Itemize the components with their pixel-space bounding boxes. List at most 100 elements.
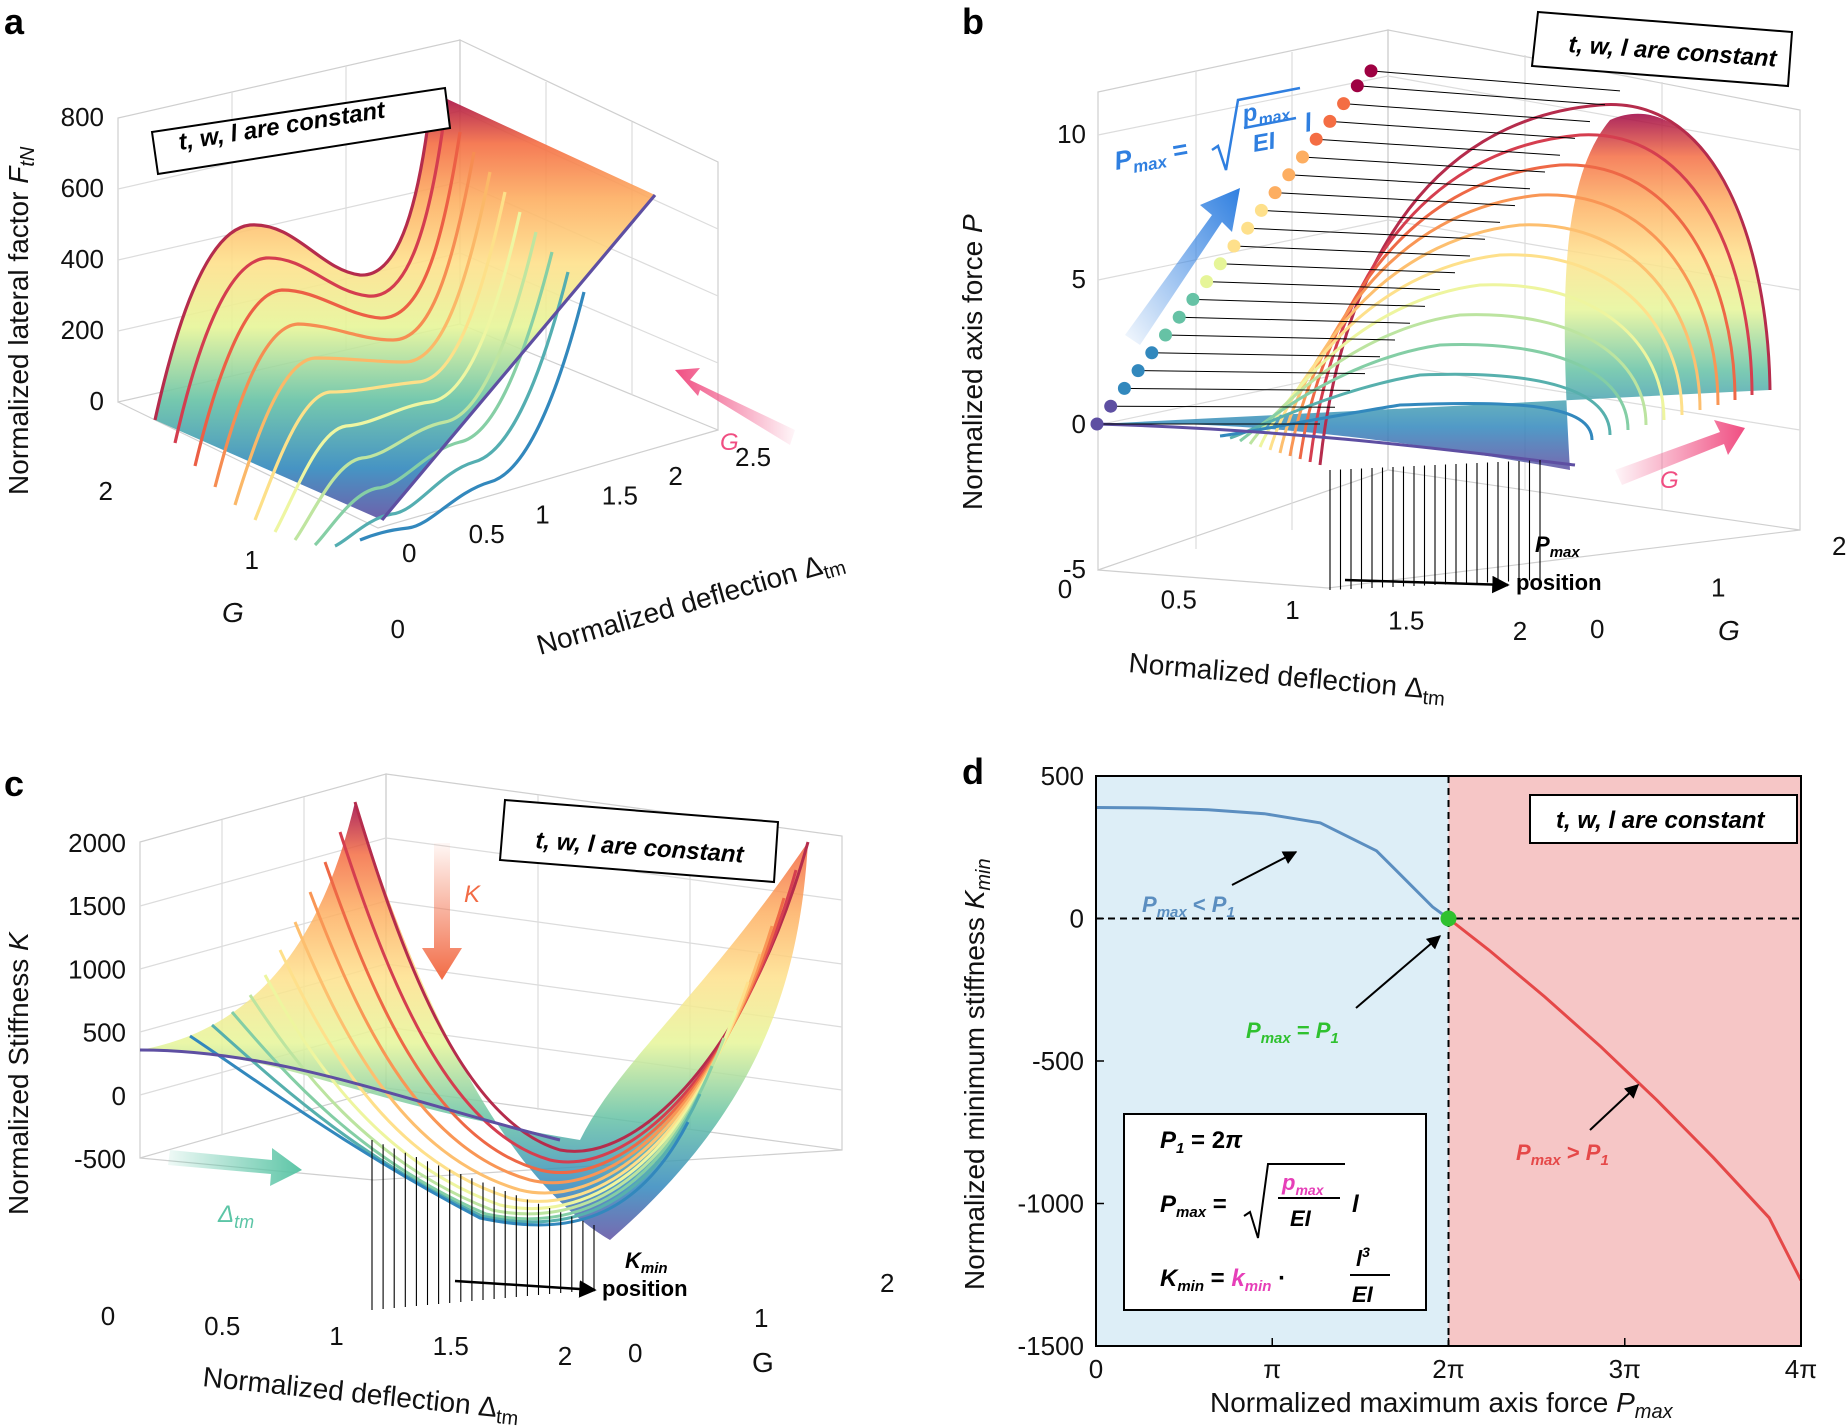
pmax-position-b: Pmax position: [1344, 532, 1602, 595]
c-z-tick: 1000: [68, 954, 126, 984]
a-y-tick: 1: [245, 545, 259, 575]
legend-line1: P1 = 2π: [1160, 1127, 1243, 1157]
a-z-tick: 400: [61, 244, 104, 274]
b-x-ticks: 0 0.5 1 1.5 2: [1058, 574, 1527, 646]
b-pmax-point: [1337, 97, 1351, 111]
b-pmax-line: [1275, 192, 1516, 207]
c-x-tick: 1: [329, 1321, 343, 1351]
d-x-tick: 2π: [1432, 1354, 1464, 1384]
b-pmax-line: [1233, 245, 1471, 257]
d-legend-box: P1 = 2π Pmax = pmax EI l Kmin = kmin · l…: [1123, 1113, 1427, 1311]
d-y-tick: 0: [1070, 904, 1084, 934]
c-x-tick: 2: [558, 1341, 572, 1371]
b-pmax-line: [1151, 352, 1381, 358]
d-y-tick: 500: [1041, 761, 1084, 791]
surface-b: [1090, 64, 1772, 590]
a-x-tick: 2: [668, 461, 682, 491]
c-z-axis-label: Normalized Stiffness K: [3, 931, 34, 1215]
c-z-tick: 1500: [68, 891, 126, 921]
c-y-ticks: 0 1 2: [628, 1268, 894, 1368]
pmax-formula-b: Pmax = pmax EI l: [1112, 86, 1315, 180]
a-z-ticks: 0 200 400 600 800: [61, 102, 104, 416]
pmax-position-text: position: [1516, 570, 1602, 595]
kmin-position-text: position: [602, 1276, 688, 1301]
b-pmax-line: [1192, 298, 1426, 307]
constant-box-c: t, w, l are constant: [498, 798, 780, 884]
b-y-axis-label: G: [1718, 615, 1740, 646]
a-z-tick: 0: [90, 386, 104, 416]
b-z-ticks: -5 0 5 10: [1057, 119, 1086, 584]
a-x-tick: 1: [535, 500, 549, 530]
c-z-tick: 0: [112, 1081, 126, 1111]
b-pmax-point: [1296, 150, 1309, 164]
b-pmax-point: [1131, 364, 1145, 378]
b-pmax-line: [1370, 70, 1621, 92]
svg-text:Pmax > P1: Pmax > P1: [1516, 1140, 1609, 1169]
c-z-tick: 500: [83, 1018, 126, 1048]
surface-c: [139, 801, 810, 1310]
b-pmax-point: [1282, 168, 1296, 182]
c-x-tick: 0.5: [204, 1311, 240, 1341]
b-pmax-line: [1316, 138, 1561, 156]
b-pmax-point: [1268, 186, 1282, 200]
b-pmax-point: [1145, 346, 1159, 360]
b-pmax-point: [1159, 328, 1172, 342]
b-z-tick: 0: [1072, 409, 1086, 439]
legend-line2-den: EI: [1290, 1206, 1312, 1231]
a-z-axis-label: Normalized lateral factor FtN: [3, 146, 39, 495]
b-z-tick: 10: [1057, 119, 1086, 149]
c-x-ticks: 0 0.5 1 1.5 2: [101, 1301, 572, 1371]
pmax-formula-den: EI: [1250, 127, 1278, 158]
b-pmax-point: [1213, 257, 1227, 271]
c-x-tick: 1.5: [433, 1331, 469, 1361]
a-z-label-base: Normalized lateral factor: [3, 184, 34, 495]
c-y-tick: 2: [880, 1268, 894, 1298]
d-unstable-region: [1448, 776, 1801, 1346]
b-pmax-line: [1343, 103, 1591, 123]
b-pmax-line: [1357, 85, 1606, 106]
svg-text:Pmax = P1: Pmax = P1: [1246, 1018, 1339, 1047]
b-pmax-line: [1110, 405, 1336, 408]
a-z-label-sub: tN: [17, 146, 39, 167]
d-y-tick: -1000: [1018, 1189, 1085, 1219]
constant-box-b: t, w, l are constant: [1530, 10, 1794, 88]
g-arrow-a: G: [675, 368, 795, 456]
d-y-axis-label: Normalized minimum stiffness Kmin: [959, 858, 995, 1290]
panel-d: d 0 π 2π 3π 4π 500 0 -500 -1000 -1500 t, w, l are…: [959, 751, 1817, 1423]
b-pmax-point: [1117, 381, 1131, 395]
a-x-tick: 1.5: [602, 480, 638, 510]
d-zero-point: [1440, 910, 1457, 927]
g-arrow-b-label: G: [1660, 467, 1679, 494]
g-arrow-b: G: [1615, 420, 1745, 494]
d-ticks: 0 π 2π 3π 4π 500 0 -500 -1000 -1500: [1018, 761, 1818, 1384]
b-pmax-line: [1220, 263, 1456, 274]
legend-line3-den: EI: [1352, 1282, 1374, 1307]
a-z-label-sym: F: [3, 165, 34, 184]
b-pmax-line: [1138, 370, 1366, 375]
b-pmax-point: [1104, 399, 1118, 413]
b-y-ticks: 0 1 2: [1590, 531, 1846, 644]
b-pmax-point: [1090, 417, 1104, 431]
a-z-tick: 600: [61, 173, 104, 203]
d-x-tick: 0: [1089, 1354, 1103, 1384]
b-pmax-point: [1200, 275, 1214, 289]
b-z-axis-label: Normalized axis force P: [957, 214, 988, 510]
b-pmax-point: [1186, 292, 1200, 306]
panel-label-b: b: [962, 1, 984, 42]
b-pmax-line: [1288, 174, 1531, 190]
d-frame: [1095, 775, 1802, 1347]
panel-label-c: c: [4, 763, 24, 804]
b-z-tick: -5: [1063, 554, 1086, 584]
b-pmax-line: [1261, 209, 1501, 223]
c-y-axis-label: G: [752, 1347, 774, 1378]
b-pmax-line: [1329, 120, 1576, 139]
svg-text:Pmax < P1: Pmax < P1: [1142, 892, 1235, 921]
b-pmax-line: [1206, 281, 1441, 291]
b-pmax-line: [1302, 156, 1546, 173]
panel-c: c: [3, 763, 894, 1427]
a-z-tick: 200: [61, 315, 104, 345]
legend-line2-factor: l: [1352, 1191, 1360, 1218]
b-x-tick: 1.5: [1388, 606, 1424, 636]
b-x-tick: 0: [1058, 574, 1072, 604]
